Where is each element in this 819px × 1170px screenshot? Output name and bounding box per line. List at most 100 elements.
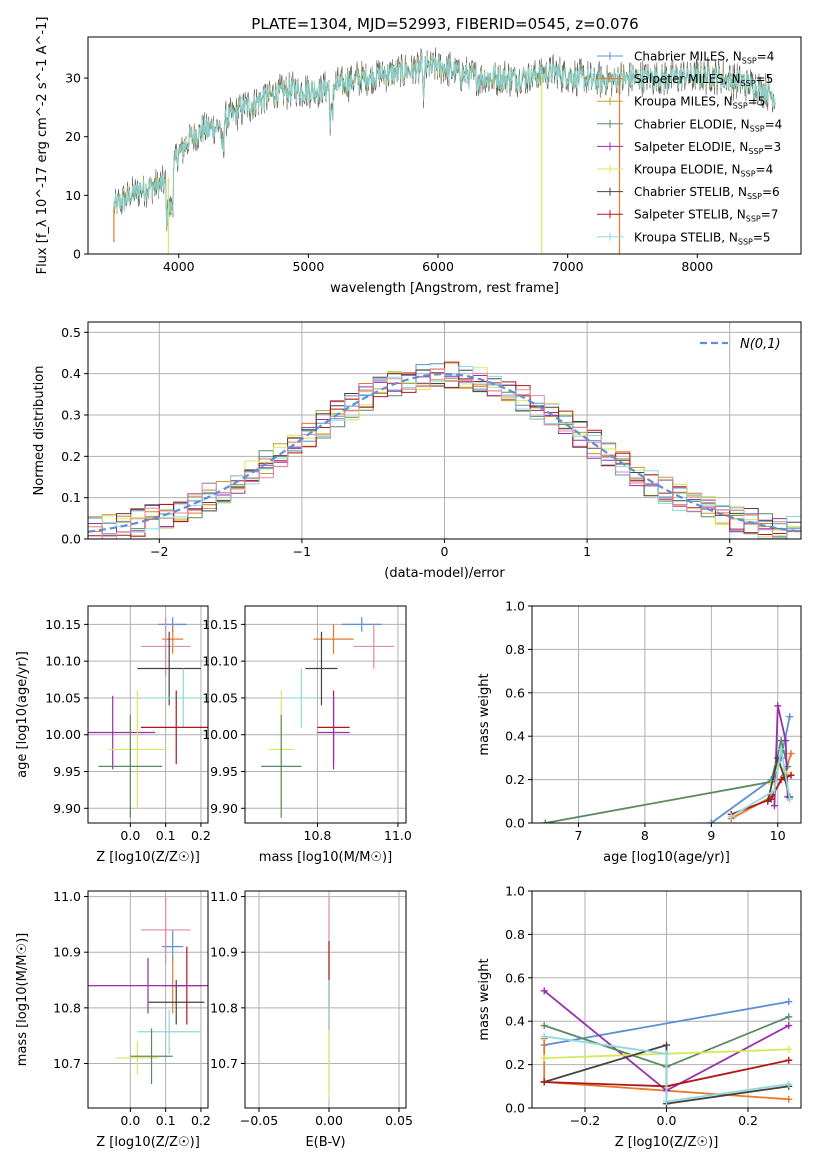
- mass_vs_Z-panel: 0.0 0.1 0.2 10.7 10.8 10.9 11.0 Z [log10(Z/Z☉)]…: [15, 889, 211, 1150]
- x-tick-label: −1: [293, 544, 311, 559]
- axes-frame: [87, 321, 802, 540]
- x-tick-label: 7000: [552, 259, 584, 274]
- legend-sub: SSP: [746, 215, 761, 224]
- axes-frame: [87, 605, 209, 824]
- weight-series-line: [545, 740, 789, 823]
- y-tick-label: 10.9: [53, 945, 81, 960]
- y-tick-label: 10.15: [45, 617, 81, 632]
- y-tick-label: 10.00: [45, 727, 81, 742]
- axes-frame: [531, 890, 802, 1109]
- y-tick-label: 0.6: [505, 685, 525, 700]
- histogram-series-step: [88, 368, 801, 539]
- y-tick-label: 9.95: [53, 764, 81, 779]
- legend-label: N(0,1): [740, 337, 781, 352]
- x-axis-label: age [log10(age/yr)]: [603, 850, 730, 865]
- legend-label: Chabrier ELODIE, NSSP=4: [634, 117, 782, 133]
- y-tick-label: 0.4: [505, 1014, 525, 1029]
- weight-point: [727, 812, 735, 820]
- legend-suffix: =6: [762, 185, 780, 199]
- legend-suffix: =7: [761, 208, 779, 222]
- x-tick-label: 8000: [681, 259, 713, 274]
- x-axis-label: mass [log10(M/M☉)]: [259, 850, 392, 865]
- y-tick-label: 0: [73, 247, 81, 262]
- x-axis-label: Z [log10(Z/Z☉)]: [96, 1135, 200, 1150]
- legend-suffix: =3: [763, 140, 781, 154]
- y-axis-label: mass weight: [477, 958, 492, 1040]
- weight-point: [663, 1097, 670, 1105]
- x-tick-label: 1: [583, 544, 591, 559]
- y-tick-label: 0.0: [505, 816, 525, 831]
- legend: N(0,1): [700, 337, 781, 352]
- y-axis-label: age [log10(age/yr)]: [15, 651, 30, 778]
- x-axis-label: E(B-V): [305, 1135, 345, 1150]
- legend-suffix: =5: [748, 95, 766, 109]
- x-tick-label: 7: [575, 828, 583, 843]
- legend-suffix: =5: [753, 230, 771, 244]
- weight-point: [663, 1041, 670, 1049]
- y-tick-label: 0.8: [505, 642, 525, 657]
- weight-point: [785, 1095, 793, 1103]
- x-tick-label: 0.00: [315, 1113, 343, 1128]
- y-axis-label: mass weight: [477, 673, 492, 755]
- x-tick-label: 0.2: [738, 1113, 758, 1128]
- age_vs_Z-points: [88, 617, 208, 818]
- weight-point: [784, 763, 792, 771]
- x-tick-label: 0.1: [156, 1113, 176, 1128]
- x-tick-label: 0.0: [120, 1113, 140, 1128]
- legend-suffix: =4: [757, 50, 775, 64]
- weight-point: [785, 1056, 793, 1064]
- legend-suffix: =4: [765, 117, 783, 131]
- spectrum-lines: [113, 47, 776, 254]
- axes-frame: [87, 36, 802, 255]
- weight-series-line: [544, 1035, 789, 1103]
- y-tick-label: 10.00: [202, 727, 238, 742]
- y-tick-label: 0.5: [61, 325, 81, 340]
- y-tick-label: 10.8: [210, 1000, 238, 1015]
- x-tick-label: 0.0: [120, 828, 140, 843]
- age_vs_mass-points: [261, 617, 394, 818]
- weight-point: [777, 745, 785, 753]
- y-tick-label: 0.4: [505, 729, 525, 744]
- x-tick-label: 0: [441, 544, 449, 559]
- x-tick-label: 0.0: [657, 1113, 677, 1128]
- x-tick-label: 10.8: [304, 828, 332, 843]
- y-tick-label: 10: [65, 188, 81, 203]
- legend-sub: SSP: [738, 237, 753, 246]
- histogram-lines: [88, 361, 801, 539]
- weight-series-line: [773, 705, 789, 806]
- x-tick-label: 6000: [422, 259, 454, 274]
- weight-point: [787, 750, 795, 758]
- x-axis-label: wavelength [Angstrom, rest frame]: [330, 281, 559, 296]
- weight-point: [785, 1045, 793, 1053]
- y-tick-label: 0.0: [505, 1101, 525, 1116]
- x-tick-label: 4000: [163, 259, 195, 274]
- weight-point: [540, 987, 548, 995]
- legend-label: Kroupa ELODIE, NSSP=4: [634, 163, 773, 179]
- y-tick-label: 0.0: [61, 532, 81, 547]
- axes-frame: [244, 605, 407, 824]
- y-tick-label: 1.0: [505, 599, 525, 614]
- legend-label: Salpeter MILES, NSSP=5: [634, 72, 773, 88]
- weight-point: [785, 1022, 793, 1030]
- y-tick-label: 11.0: [53, 889, 81, 904]
- y-tick-label: 10.10: [45, 654, 81, 669]
- x-tick-label: 0.1: [156, 828, 176, 843]
- weight-series-line: [730, 774, 792, 816]
- spectrum-panel: 4000 5000 6000 7000 8000 0 10 20 30 wavelength [A…: [35, 17, 802, 296]
- y-tick-label: 10.7: [53, 1056, 81, 1071]
- mass_vs_Z-points: [88, 896, 208, 1085]
- legend-sub: SSP: [733, 102, 748, 111]
- x-tick-label: 9: [707, 828, 715, 843]
- weight-point: [785, 998, 793, 1006]
- y-tick-label: 10.7: [210, 1056, 238, 1071]
- weight-point: [785, 1013, 793, 1021]
- weight-point: [540, 1022, 548, 1030]
- y-axis-label: Flux [f_λ 10^-17 erg cm^-2 s^-1 A^-1]: [35, 17, 50, 275]
- y-tick-label: 9.90: [210, 801, 238, 816]
- x-tick-label: 8: [641, 828, 649, 843]
- y-tick-label: 0.2: [505, 772, 525, 787]
- legend: Chabrier MILES, NSSP=4 Salpeter MILES, NS…: [597, 50, 782, 246]
- weight-point: [663, 1050, 670, 1058]
